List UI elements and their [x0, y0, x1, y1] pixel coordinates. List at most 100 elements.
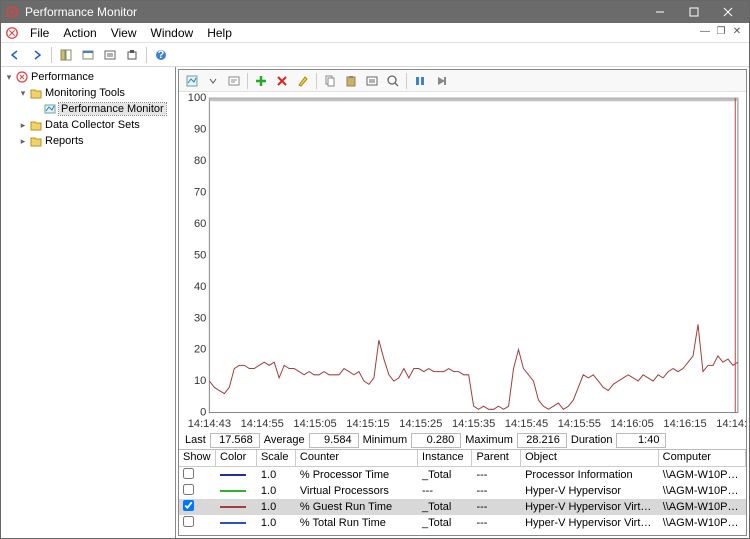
hdr-object[interactable]: Object [521, 450, 659, 466]
svg-text:30: 30 [194, 312, 206, 324]
forward-button[interactable] [27, 45, 47, 65]
mdi-restore-icon[interactable]: ❐ [713, 26, 729, 40]
add-counter-button[interactable] [251, 71, 271, 91]
chart-area: 100908070605040302010014:14:4314:14:5514… [179, 92, 746, 431]
menu-view[interactable]: View [104, 26, 144, 40]
cell-instance: _Total [418, 501, 472, 513]
svg-text:0: 0 [200, 407, 206, 419]
max-value: 28.216 [517, 433, 567, 448]
expander-icon[interactable]: ▸ [17, 136, 29, 147]
cell-parent: --- [472, 501, 521, 513]
help-button[interactable]: ? [151, 45, 171, 65]
close-button[interactable] [711, 1, 745, 23]
expander-icon[interactable]: ▾ [17, 88, 29, 99]
show-checkbox[interactable] [183, 468, 194, 479]
cell-computer: \\AGM-W10PRO03 [659, 501, 746, 513]
highlight-button[interactable] [293, 71, 313, 91]
properties-button[interactable] [362, 71, 382, 91]
tree-item[interactable]: ▾ Monitoring Tools [3, 85, 173, 101]
last-value: 17.568 [210, 433, 260, 448]
new-window-button[interactable] [78, 45, 98, 65]
svg-text:?: ? [158, 49, 165, 61]
tree-item[interactable]: ▸ Data Collector Sets [3, 117, 173, 133]
hdr-parent[interactable]: Parent [472, 450, 521, 466]
copy-button[interactable] [320, 71, 340, 91]
main-toolbar: ? [1, 43, 749, 67]
show-checkbox[interactable] [183, 516, 194, 527]
menu-help[interactable]: Help [200, 26, 239, 40]
show-checkbox[interactable] [183, 484, 194, 495]
menu-action[interactable]: Action [56, 26, 103, 40]
svg-text:14:16:05: 14:16:05 [611, 418, 654, 430]
window-title: Performance Monitor [25, 5, 643, 19]
dropdown-arrow-icon[interactable] [203, 71, 223, 91]
svg-text:80: 80 [194, 155, 206, 167]
cell-scale: 1.0 [257, 517, 296, 529]
minimize-button[interactable] [643, 1, 677, 23]
hdr-scale[interactable]: Scale [257, 450, 296, 466]
hdr-show[interactable]: Show [179, 450, 216, 466]
table-row[interactable]: 1.0Virtual Processors------Hyper-V Hyper… [179, 483, 746, 499]
update-button[interactable] [431, 71, 451, 91]
color-swatch [220, 490, 246, 492]
tree-label: Monitoring Tools [45, 87, 125, 99]
cell-instance: _Total [418, 469, 472, 481]
table-row[interactable]: 1.0% Guest Run Time_Total---Hyper-V Hype… [179, 499, 746, 515]
svg-text:14:14:55: 14:14:55 [241, 418, 284, 430]
table-row[interactable]: 1.0% Total Run Time_Total---Hyper-V Hype… [179, 515, 746, 531]
export-button[interactable] [122, 45, 142, 65]
perf-root-icon [15, 70, 29, 84]
svg-text:60: 60 [194, 218, 206, 230]
tree-label: Data Collector Sets [45, 119, 140, 131]
cell-counter: % Guest Run Time [296, 501, 418, 513]
mdi-minimize-icon[interactable]: ― [697, 26, 713, 40]
menubar: File Action View Window Help ― ❐ ✕ [1, 23, 749, 43]
tree-root[interactable]: ▾ Performance [3, 69, 173, 85]
menu-window[interactable]: Window [144, 26, 201, 40]
avg-value: 9.584 [309, 433, 359, 448]
mdi-close-icon[interactable]: ✕ [729, 26, 745, 40]
max-label: Maximum [465, 434, 513, 446]
back-button[interactable] [5, 45, 25, 65]
view-log-button[interactable] [224, 71, 244, 91]
zoom-button[interactable] [383, 71, 403, 91]
menu-file[interactable]: File [23, 26, 56, 40]
color-swatch [220, 522, 246, 524]
svg-text:14:15:35: 14:15:35 [452, 418, 495, 430]
cell-object: Processor Information [521, 469, 659, 481]
titlebar[interactable]: Performance Monitor [1, 1, 749, 23]
cell-parent: --- [472, 469, 521, 481]
tree-item[interactable]: ▸Reports [3, 133, 173, 149]
cell-object: Hyper-V Hypervisor Virtu... [521, 501, 659, 513]
table-row[interactable]: 1.0% Processor Time_Total---Processor In… [179, 467, 746, 483]
chart-toolbar [179, 70, 746, 92]
cell-counter: Virtual Processors [296, 485, 418, 497]
expander-icon[interactable]: ▸ [17, 120, 29, 131]
properties2-button[interactable] [100, 45, 120, 65]
cell-computer: \\AGM-W10PRO03 [659, 485, 746, 497]
cell-computer: \\AGM-W10PRO03 [659, 517, 746, 529]
tree-item[interactable]: Performance Monitor [3, 101, 173, 117]
remove-counter-button[interactable] [272, 71, 292, 91]
tree-label: Performance [31, 71, 94, 83]
hdr-instance[interactable]: Instance [418, 450, 472, 466]
expander-icon[interactable]: ▾ [3, 72, 15, 83]
grid-header: Show Color Scale Counter Instance Parent… [179, 450, 746, 467]
show-checkbox[interactable] [183, 500, 194, 511]
hdr-color[interactable]: Color [216, 450, 257, 466]
view-type-button[interactable] [182, 71, 202, 91]
svg-text:14:16:15: 14:16:15 [663, 418, 706, 430]
svg-text:14:15:45: 14:15:45 [505, 418, 548, 430]
svg-text:14:15:05: 14:15:05 [293, 418, 336, 430]
svg-text:14:15:25: 14:15:25 [399, 418, 442, 430]
show-hide-tree-button[interactable] [56, 45, 76, 65]
hdr-counter[interactable]: Counter [296, 450, 418, 466]
hdr-computer[interactable]: Computer [659, 450, 746, 466]
app-icon-small [5, 26, 19, 40]
paste-button[interactable] [341, 71, 361, 91]
line-chart: 100908070605040302010014:14:4314:14:5514… [179, 92, 746, 431]
counter-grid[interactable]: Show Color Scale Counter Instance Parent… [179, 449, 746, 535]
maximize-button[interactable] [677, 1, 711, 23]
tree-pane[interactable]: ▾ Performance ▾ Monitoring Tools Performan… [1, 67, 176, 538]
freeze-button[interactable] [410, 71, 430, 91]
